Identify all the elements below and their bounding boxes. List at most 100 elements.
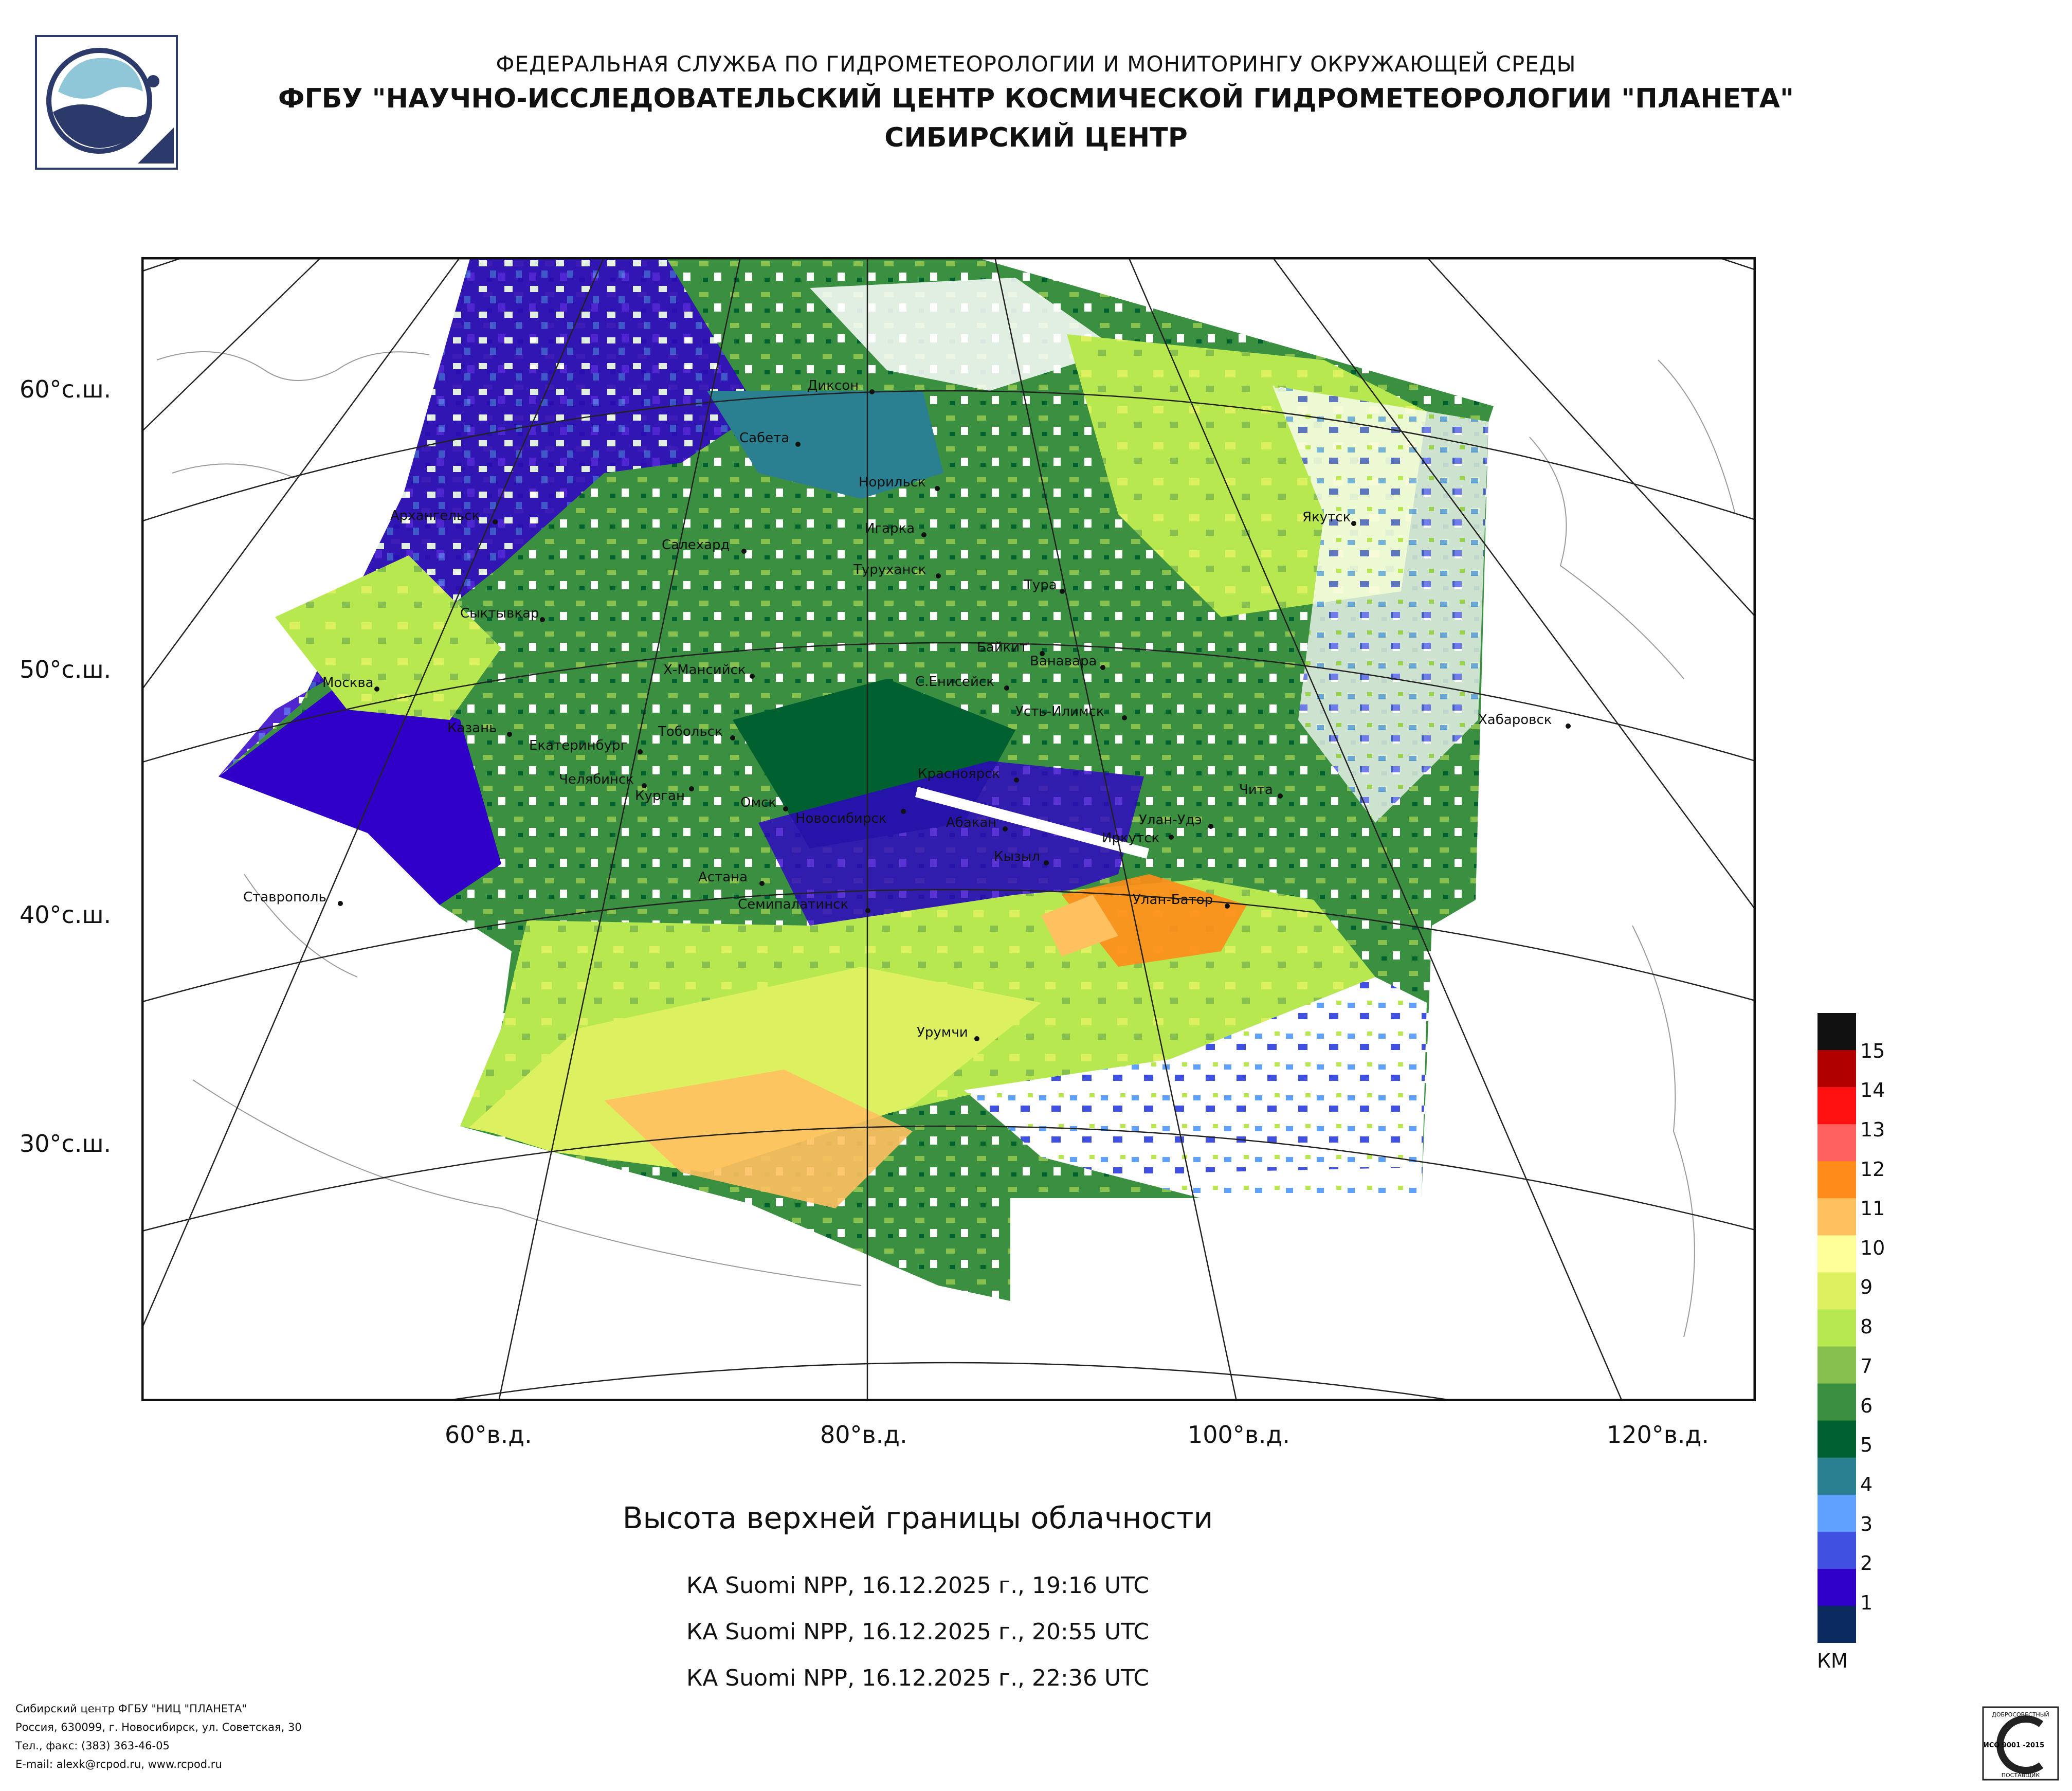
- city-label-vanavara: Ванавара: [1030, 654, 1097, 669]
- city-dot: [741, 549, 747, 554]
- city-label-tobolsk: Тобольск: [658, 724, 723, 739]
- legend-label-14: 14: [1860, 1079, 1885, 1101]
- legend-swatch: [1817, 1346, 1856, 1384]
- legend-swatch: [1817, 1124, 1856, 1162]
- lat-label-50: 50°с.ш.: [20, 656, 112, 683]
- legend-label-10: 10: [1860, 1237, 1885, 1259]
- agency-title: ФЕДЕРАЛЬНАЯ СЛУЖБА ПО ГИДРОМЕТЕОРОЛОГИИ …: [496, 51, 1576, 77]
- city-dot: [1060, 589, 1065, 594]
- legend-swatch: [1817, 1235, 1856, 1273]
- satellite-pass: КА Suomi NPP, 16.12.2025 г., 22:36 UTC: [686, 1665, 1150, 1691]
- city-dot: [795, 442, 801, 447]
- footer-email: E-mail: alexk@rcpod.ru, www.rcpod.ru: [15, 1758, 222, 1770]
- legend-label-11: 11: [1860, 1197, 1885, 1220]
- city-dot: [1225, 903, 1230, 909]
- city-label-ulan-bator: Улан-Батор: [1133, 892, 1213, 908]
- city-label-s-eniseysk: С.Енисейск: [915, 674, 994, 690]
- legend-swatch: [1817, 1309, 1856, 1347]
- lat-label-60: 60°с.ш.: [20, 375, 112, 403]
- city-label-stavropol: Ставрополь: [243, 890, 326, 905]
- legend-swatch: [1817, 1272, 1856, 1310]
- institute-title: ФГБУ "НАУЧНО-ИССЛЕДОВАТЕЛЬСКИЙ ЦЕНТР КОС…: [278, 83, 1794, 114]
- legend-label-6: 6: [1860, 1395, 1873, 1417]
- city-label-khabarovsk: Хабаровск: [1478, 712, 1552, 728]
- city-dot: [935, 486, 940, 491]
- city-dot: [1566, 723, 1571, 729]
- city-label-chita: Чита: [1239, 782, 1273, 798]
- city-dot: [1014, 777, 1019, 783]
- lon-label-80: 80°в.д.: [820, 1421, 907, 1449]
- city-label-kyzyl: Кызыл: [994, 849, 1040, 864]
- city-dot: [1044, 860, 1049, 865]
- city-dot: [750, 674, 755, 679]
- city-dot: [783, 806, 788, 811]
- city-label-novosibirsk: Новосибирск: [795, 811, 886, 826]
- legend-label-5: 5: [1860, 1434, 1873, 1456]
- city-label-dikson: Диксон: [807, 378, 859, 393]
- legend-label-8: 8: [1860, 1315, 1873, 1338]
- legend-swatch: [1817, 1013, 1856, 1051]
- city-dot: [338, 901, 343, 906]
- city-label-yakutsk: Якутск: [1302, 510, 1351, 525]
- legend-label-1: 1: [1860, 1591, 1873, 1614]
- center-title: СИБИРСКИЙ ЦЕНТР: [884, 122, 1188, 153]
- city-label-astana: Астана: [698, 870, 748, 885]
- city-dot: [1100, 665, 1105, 670]
- city-label-turukhansk: Туруханск: [853, 562, 926, 577]
- legend-label-4: 4: [1860, 1473, 1873, 1496]
- city-dot: [1351, 521, 1356, 526]
- city-label-khanty-mansiysk: Х-Мансийск: [663, 662, 746, 678]
- city-label-abakan: Абакан: [946, 815, 996, 830]
- city-dot: [759, 881, 765, 886]
- footer-org: Сибирский центр ФГБУ "НИЦ "ПЛАНЕТА": [15, 1703, 247, 1715]
- lat-label-40: 40°с.ш.: [20, 901, 112, 929]
- city-dot: [1040, 651, 1045, 656]
- legend-swatch: [1817, 1494, 1856, 1532]
- city-label-sabeta: Сабета: [739, 430, 789, 446]
- legend-swatch: [1817, 1457, 1856, 1495]
- satellite-pass: КА Suomi NPP, 16.12.2025 г., 19:16 UTC: [686, 1572, 1150, 1599]
- cert-bottom-text: ПОСТАВЩИК: [2002, 1772, 2040, 1779]
- city-dot: [1122, 715, 1127, 720]
- city-label-norilsk: Норильск: [859, 475, 926, 490]
- legend-swatch: [1817, 1420, 1856, 1458]
- city-dot: [869, 389, 875, 394]
- city-dot: [974, 1036, 979, 1041]
- city-label-igarka: Игарка: [865, 521, 915, 536]
- legend-label-7: 7: [1860, 1355, 1873, 1378]
- lon-label-60: 60°в.д.: [445, 1421, 532, 1449]
- city-dot: [689, 786, 694, 791]
- city-dot: [865, 908, 870, 913]
- cert-code: ИСО 9001 -2015: [1984, 1742, 2044, 1749]
- city-label-omsk: Омск: [740, 795, 776, 810]
- lon-label-100: 100°в.д.: [1188, 1421, 1290, 1449]
- city-label-ust-ilimsk: Усть-Илимск: [1015, 704, 1104, 719]
- city-dot: [1208, 824, 1213, 829]
- legend-label-2: 2: [1860, 1552, 1873, 1575]
- city-dot: [1003, 826, 1008, 831]
- city-label-irkutsk: Иркутск: [1102, 830, 1159, 846]
- city-label-salekhard: Салехард: [662, 537, 730, 553]
- legend-swatch: [1817, 1605, 1856, 1643]
- legend-label-9: 9: [1860, 1276, 1873, 1298]
- city-label-yekaterinburg: Екатеринбург: [529, 738, 627, 753]
- planeta-logo: [35, 35, 178, 170]
- city-label-moscow: Москва: [322, 675, 374, 691]
- contact-footer: Сибирский центр ФГБУ "НИЦ "ПЛАНЕТА" Росс…: [15, 1699, 302, 1774]
- legend-swatch: [1817, 1383, 1856, 1421]
- color-scale-bar: [1817, 1013, 1856, 1643]
- city-dot: [1169, 835, 1174, 840]
- iso-certificate-badge: ДОБРОСОВЕСТНЫЙ ИСО 9001 -2015 ПОСТАВЩИК: [1982, 1706, 2059, 1781]
- legend-swatch: [1817, 1198, 1856, 1236]
- legend-swatch: [1817, 1161, 1856, 1199]
- map-title: Высота верхней границы облачности: [622, 1500, 1213, 1535]
- legend-swatch: [1817, 1050, 1856, 1088]
- cert-top-text: ДОБРОСОВЕСТНЫЙ: [1992, 1711, 2049, 1718]
- legend-label-13: 13: [1860, 1118, 1885, 1141]
- city-dot: [642, 783, 647, 788]
- footer-phone: Тел., факс: (383) 363-46-05: [15, 1740, 170, 1752]
- city-label-syktyvkar: Сыктывкар: [460, 606, 539, 621]
- legend-label-15: 15: [1860, 1040, 1885, 1062]
- lon-label-120: 120°в.д.: [1607, 1421, 1709, 1449]
- legend-swatch: [1817, 1087, 1856, 1125]
